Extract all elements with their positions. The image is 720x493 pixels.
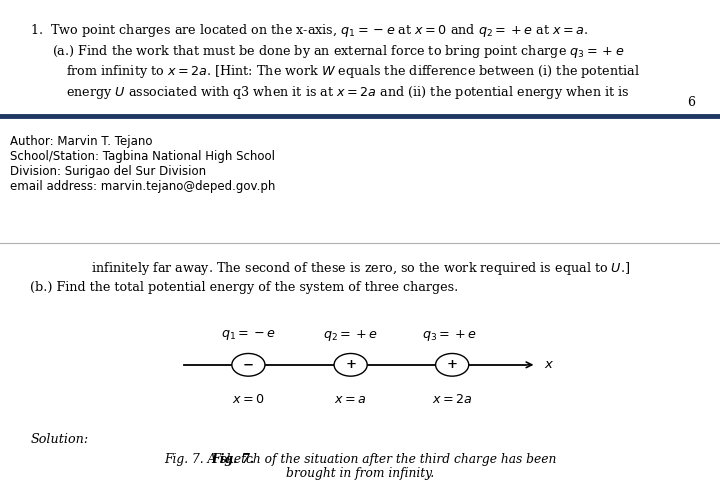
- Text: $q_1 = -e$: $q_1 = -e$: [221, 328, 276, 342]
- Text: email address: marvin.tejano@deped.gov.ph: email address: marvin.tejano@deped.gov.p…: [10, 180, 276, 193]
- Text: $x = 0$: $x = 0$: [232, 393, 265, 406]
- Text: brought in from infinity.: brought in from infinity.: [286, 467, 434, 480]
- Text: from infinity to $x = 2a$. [Hint: The work $W$ equals the difference between (i): from infinity to $x = 2a$. [Hint: The wo…: [66, 64, 640, 80]
- Text: (a.) Find the work that must be done by an external force to bring point charge : (a.) Find the work that must be done by …: [52, 43, 624, 60]
- Text: 6: 6: [687, 96, 695, 109]
- Circle shape: [334, 353, 367, 376]
- Text: energy $U$ associated with q3 when it is at $x = 2a$ and (ii) the potential ener: energy $U$ associated with q3 when it is…: [66, 84, 630, 101]
- Text: $x$: $x$: [544, 358, 554, 371]
- Circle shape: [232, 353, 265, 376]
- Text: 1.  Two point charges are located on the x-axis, $q_1 = -e$ at $x = 0$ and $q_2 : 1. Two point charges are located on the …: [30, 22, 588, 39]
- Text: −: −: [243, 358, 254, 371]
- Text: $x = a$: $x = a$: [334, 393, 367, 406]
- Text: +: +: [345, 358, 356, 371]
- Text: $q_3 = +e$: $q_3 = +e$: [422, 328, 477, 343]
- Text: Solution:: Solution:: [30, 433, 89, 446]
- Text: infinitely far away. The second of these is zero, so the work required is equal : infinitely far away. The second of these…: [91, 260, 631, 277]
- Text: Author: Marvin T. Tejano: Author: Marvin T. Tejano: [10, 136, 153, 148]
- Text: +: +: [446, 358, 458, 371]
- Circle shape: [436, 353, 469, 376]
- Text: $q_2 = +e$: $q_2 = +e$: [323, 328, 378, 343]
- Text: Fig. 7. A sketch of the situation after the third charge has been: Fig. 7. A sketch of the situation after …: [164, 453, 556, 466]
- Text: $x = 2a$: $x = 2a$: [432, 393, 472, 406]
- Text: School/Station: Tagbina National High School: School/Station: Tagbina National High Sc…: [10, 150, 275, 163]
- Text: Fig. 7.: Fig. 7.: [211, 453, 254, 466]
- Text: Division: Surigao del Sur Division: Division: Surigao del Sur Division: [10, 165, 206, 178]
- Text: (b.) Find the total potential energy of the system of three charges.: (b.) Find the total potential energy of …: [30, 282, 459, 294]
